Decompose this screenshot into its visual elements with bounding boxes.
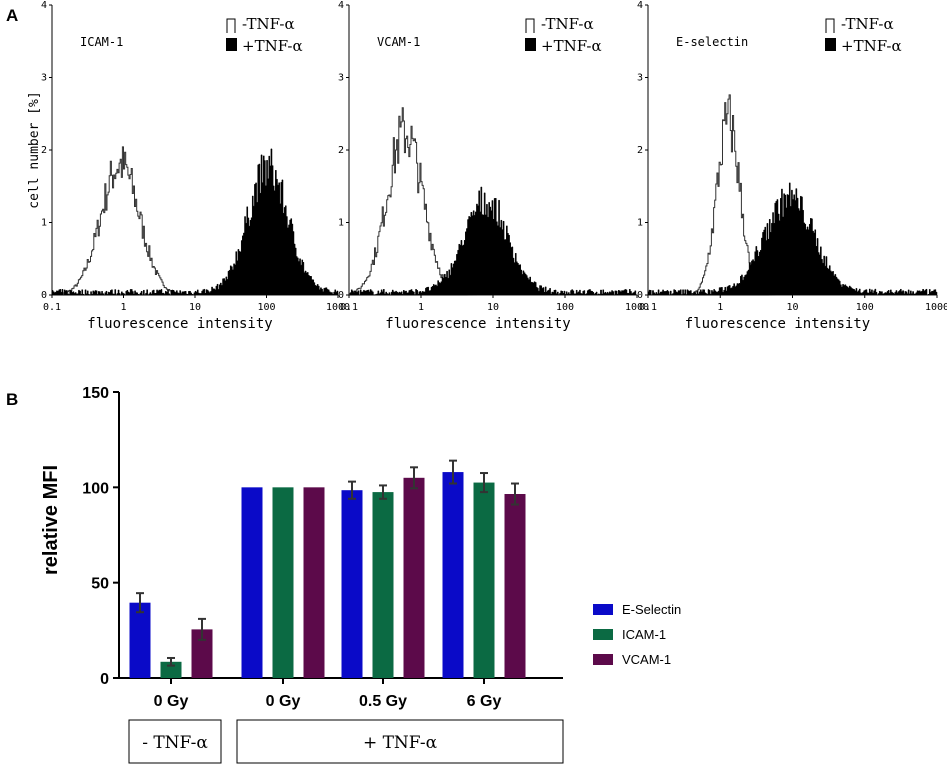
histogram-filled-series <box>348 186 638 296</box>
group-box <box>236 719 564 764</box>
histogram-y-tick-label: 3 <box>637 73 643 84</box>
group-box-label: - TNF-α <box>142 733 208 753</box>
bar-x-tick-label: 0.5 Gy <box>359 693 407 710</box>
bar-e-selectin <box>341 490 363 678</box>
bar-legend-swatch <box>593 654 613 665</box>
histogram-x-tick-label: 1 <box>717 302 723 313</box>
legend-plus-tnf-label: +TNF-α <box>242 37 303 55</box>
bar-legend-label: VCAM-1 <box>622 652 671 667</box>
bar-e-selectin <box>129 602 151 678</box>
bar-icam-1 <box>272 487 294 678</box>
histogram-filled-series <box>51 148 339 296</box>
bar-vcam-1 <box>504 494 526 678</box>
histogram-marker-label: ICAM-1 <box>80 35 123 49</box>
histogram-y-axis-label: cell number [%] <box>27 91 42 208</box>
bar-y-tick-label: 0 <box>100 671 109 688</box>
histogram-x-tick-label: 10 <box>786 302 798 313</box>
bar-legend-label: E-Selectin <box>622 602 681 617</box>
histogram-x-tick-label: 1 <box>418 302 424 313</box>
legend-filled-swatch <box>525 38 536 51</box>
histogram-y-tick-label: 0 <box>41 290 47 301</box>
bar-x-tick-label: 0 Gy <box>154 693 189 710</box>
histogram-y-tick-label: 4 <box>41 0 47 11</box>
histogram-y-tick-label: 0 <box>637 290 643 301</box>
histogram-x-tick-label: 100 <box>556 302 574 313</box>
histogram-x-tick-label: 1000 <box>925 302 947 313</box>
histogram-x-tick-label: 1000 <box>326 302 350 313</box>
histogram-x-tick-label: 10 <box>487 302 499 313</box>
legend-plus-tnf-label: +TNF-α <box>841 37 902 55</box>
bar-y-tick-label: 150 <box>82 385 109 402</box>
legend-open-swatch <box>825 18 835 33</box>
legend-plus-tnf-label: +TNF-α <box>541 37 602 55</box>
bar-legend-swatch <box>593 604 613 615</box>
bar-y-tick-label: 50 <box>91 576 109 593</box>
histogram-x-axis-label: fluorescence intensity <box>87 316 272 332</box>
legend-filled-swatch <box>226 38 237 51</box>
bar-icam-1 <box>372 492 394 678</box>
histogram-x-tick-label: 100 <box>257 302 275 313</box>
histogram-y-tick-label: 3 <box>338 73 344 84</box>
histogram-y-tick-label: 4 <box>338 0 344 11</box>
bar-e-selectin <box>442 472 464 678</box>
bar-chart: relative MFI 0 50 100 150 0 Gy 0 Gy 0.5 Gy 6 Gy… <box>40 385 681 764</box>
histogram-marker-label: VCAM-1 <box>377 35 420 49</box>
histogram-x-axis-label: fluorescence intensity <box>685 316 870 332</box>
bar-x-tick-label: 6 Gy <box>467 693 502 710</box>
bar-y-tick-label: 100 <box>82 480 109 497</box>
bar-vcam-1 <box>191 629 213 678</box>
histogram-panel-eselectin: 0 1 2 3 4 0.1 1 10 100 1000 fluorescence intensity… <box>637 0 947 332</box>
histogram-y-tick-label: 4 <box>637 0 643 11</box>
histogram-y-tick-label: 3 <box>41 73 47 84</box>
histogram-x-tick-label: 1 <box>120 302 126 313</box>
legend-minus-tnf-label: -TNF-α <box>242 15 295 33</box>
histogram-x-tick-label: 0.1 <box>340 302 358 313</box>
bar-vcam-1 <box>303 487 325 678</box>
legend-filled-swatch <box>825 38 836 51</box>
histogram-y-tick-label: 2 <box>41 145 47 156</box>
histogram-x-tick-label: 1000 <box>625 302 649 313</box>
histogram-y-tick-label: 2 <box>338 145 344 156</box>
histogram-y-tick-label: 1 <box>637 218 643 229</box>
group-box <box>128 719 222 764</box>
bar-icam-1 <box>473 482 495 678</box>
legend-minus-tnf-label: -TNF-α <box>541 15 594 33</box>
histogram-x-tick-label: 100 <box>856 302 874 313</box>
bar-e-selectin <box>241 487 263 678</box>
legend-open-swatch <box>226 18 236 33</box>
group-box-label: + TNF-α <box>363 733 438 753</box>
histogram-filled-series <box>647 182 938 296</box>
histogram-x-tick-label: 0.1 <box>43 302 61 313</box>
legend-open-swatch <box>525 18 535 33</box>
panel-b-letter: B <box>6 390 18 409</box>
histogram-marker-label: E-selectin <box>676 35 748 49</box>
bar-x-tick-label: 0 Gy <box>266 693 301 710</box>
panel-a-letter: A <box>6 6 18 25</box>
bar-vcam-1 <box>403 477 425 678</box>
legend-minus-tnf-label: -TNF-α <box>841 15 894 33</box>
histogram-x-tick-label: 0.1 <box>639 302 657 313</box>
histogram-y-tick-label: 1 <box>41 218 47 229</box>
histogram-y-tick-label: 2 <box>637 145 643 156</box>
bar-y-axis-title: relative MFI <box>40 465 62 575</box>
histogram-y-tick-label: 0 <box>338 290 344 301</box>
bar-legend-swatch <box>593 629 613 640</box>
histogram-x-axis-label: fluorescence intensity <box>385 316 570 332</box>
histogram-y-tick-label: 1 <box>338 218 344 229</box>
histogram-x-tick-label: 10 <box>189 302 201 313</box>
bar-icam-1 <box>160 661 182 678</box>
bar-legend-label: ICAM-1 <box>622 627 666 642</box>
